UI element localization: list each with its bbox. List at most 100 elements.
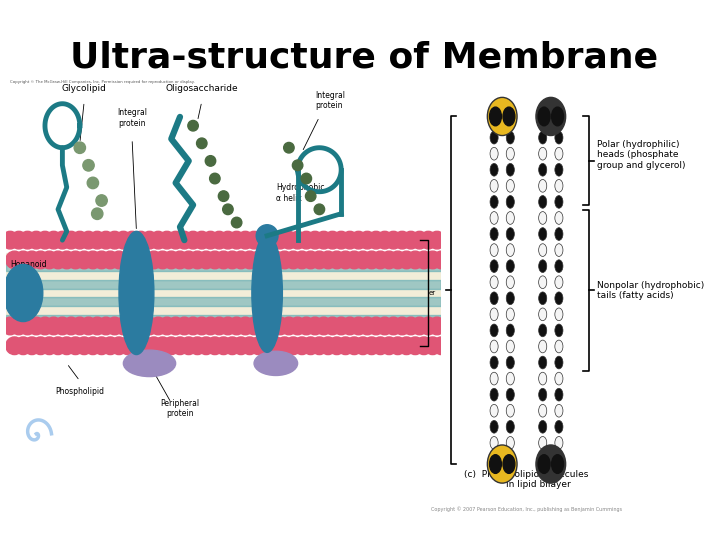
- Circle shape: [231, 217, 242, 228]
- Circle shape: [32, 337, 50, 355]
- Text: Glycolipid: Glycolipid: [62, 84, 107, 92]
- Circle shape: [67, 251, 84, 269]
- Circle shape: [539, 388, 546, 401]
- Circle shape: [490, 308, 498, 321]
- Circle shape: [224, 337, 241, 355]
- Circle shape: [280, 317, 297, 335]
- Circle shape: [110, 251, 127, 269]
- Ellipse shape: [252, 233, 282, 353]
- Circle shape: [102, 337, 119, 355]
- Circle shape: [284, 337, 302, 355]
- Circle shape: [539, 340, 546, 353]
- Ellipse shape: [254, 351, 297, 375]
- Circle shape: [10, 231, 27, 249]
- Circle shape: [539, 212, 546, 224]
- Circle shape: [555, 421, 563, 433]
- Circle shape: [555, 228, 563, 240]
- Circle shape: [40, 337, 58, 355]
- Circle shape: [539, 164, 546, 176]
- Circle shape: [58, 251, 76, 269]
- Circle shape: [411, 231, 428, 249]
- Circle shape: [503, 107, 515, 126]
- Circle shape: [341, 317, 359, 335]
- Circle shape: [158, 317, 176, 335]
- Circle shape: [363, 337, 380, 355]
- Circle shape: [123, 231, 141, 249]
- Circle shape: [71, 231, 89, 249]
- Circle shape: [141, 317, 158, 335]
- Circle shape: [333, 317, 350, 335]
- Circle shape: [280, 231, 297, 249]
- Circle shape: [337, 337, 354, 355]
- Circle shape: [127, 251, 145, 269]
- Circle shape: [555, 404, 563, 417]
- Circle shape: [393, 317, 411, 335]
- Circle shape: [350, 231, 367, 249]
- Circle shape: [539, 372, 546, 385]
- Circle shape: [490, 292, 498, 305]
- Circle shape: [539, 276, 546, 288]
- Circle shape: [32, 251, 50, 269]
- Circle shape: [137, 337, 154, 355]
- Circle shape: [324, 317, 341, 335]
- Circle shape: [276, 251, 293, 269]
- Circle shape: [302, 251, 320, 269]
- Circle shape: [293, 251, 311, 269]
- Circle shape: [241, 337, 258, 355]
- Circle shape: [154, 251, 171, 269]
- Circle shape: [433, 337, 450, 355]
- Circle shape: [490, 421, 498, 433]
- Circle shape: [555, 340, 563, 353]
- Circle shape: [420, 231, 437, 249]
- Circle shape: [539, 292, 546, 305]
- Circle shape: [389, 337, 407, 355]
- Circle shape: [367, 317, 384, 335]
- Circle shape: [354, 337, 372, 355]
- Circle shape: [289, 231, 306, 249]
- Circle shape: [490, 455, 501, 474]
- Circle shape: [54, 231, 71, 249]
- Text: Polar (hydrophilic)
heads (phosphate
group and glycerol): Polar (hydrophilic) heads (phosphate gro…: [597, 140, 685, 170]
- Circle shape: [428, 317, 446, 335]
- Text: Hopanoid: Hopanoid: [10, 260, 47, 268]
- Circle shape: [341, 231, 359, 249]
- Ellipse shape: [256, 225, 278, 247]
- Circle shape: [271, 317, 289, 335]
- Circle shape: [538, 107, 550, 126]
- Circle shape: [132, 317, 150, 335]
- Circle shape: [297, 317, 315, 335]
- Text: Integral
protein: Integral protein: [117, 109, 147, 128]
- Text: (c)  Phospholipid molecules
        in lipid bilayer: (c) Phospholipid molecules in lipid bila…: [464, 470, 589, 489]
- Circle shape: [420, 317, 437, 335]
- Circle shape: [376, 317, 393, 335]
- Circle shape: [184, 317, 202, 335]
- Circle shape: [302, 337, 320, 355]
- Circle shape: [141, 231, 158, 249]
- Circle shape: [428, 231, 446, 249]
- Circle shape: [297, 231, 315, 249]
- Circle shape: [102, 251, 119, 269]
- Circle shape: [506, 147, 514, 160]
- Circle shape: [19, 317, 36, 335]
- Circle shape: [424, 251, 441, 269]
- Text: Integral
protein: Integral protein: [315, 91, 345, 110]
- Circle shape: [555, 131, 563, 144]
- Ellipse shape: [487, 97, 517, 136]
- Circle shape: [193, 231, 210, 249]
- Circle shape: [490, 324, 498, 337]
- Circle shape: [539, 308, 546, 321]
- Circle shape: [346, 251, 363, 269]
- Circle shape: [271, 231, 289, 249]
- Circle shape: [27, 317, 45, 335]
- Circle shape: [250, 337, 267, 355]
- Circle shape: [49, 337, 67, 355]
- Circle shape: [354, 251, 372, 269]
- Circle shape: [93, 337, 110, 355]
- Circle shape: [490, 404, 498, 417]
- Circle shape: [263, 317, 280, 335]
- Circle shape: [539, 356, 546, 369]
- Circle shape: [367, 231, 384, 249]
- Circle shape: [306, 317, 324, 335]
- Circle shape: [258, 337, 276, 355]
- Circle shape: [1, 317, 19, 335]
